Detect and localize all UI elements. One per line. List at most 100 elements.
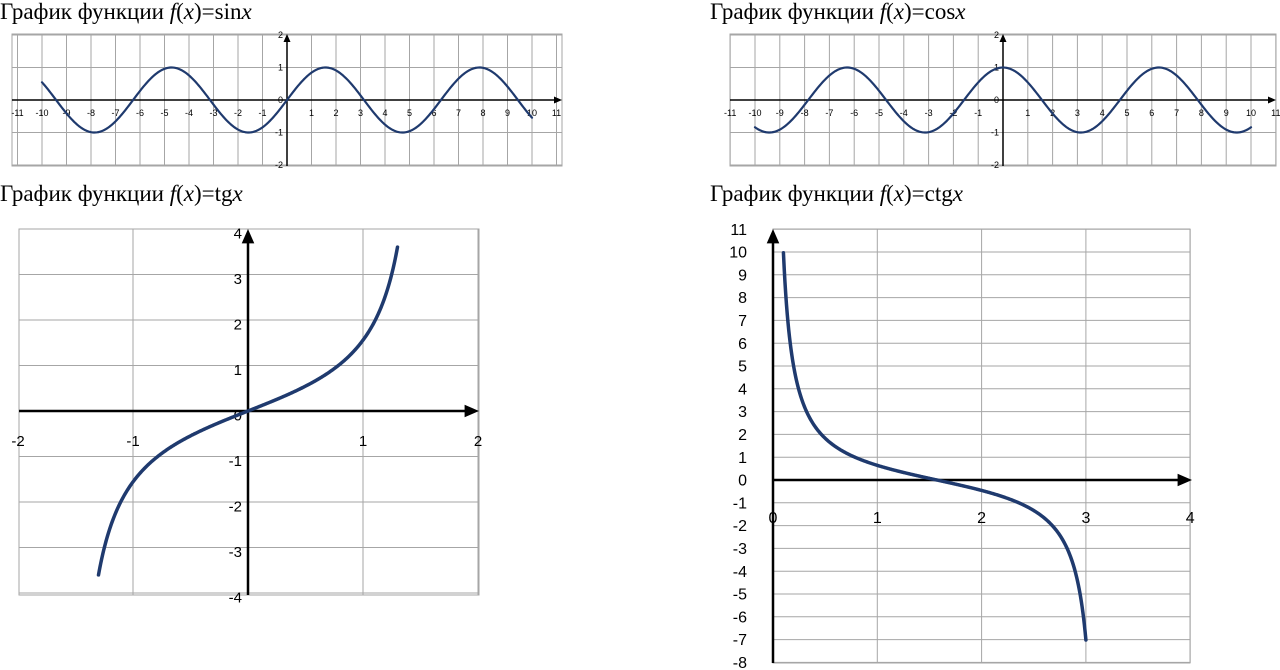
x-tick-label: -3 <box>209 108 217 118</box>
x-tick-label: -6 <box>136 108 144 118</box>
y-tick-label: -4 <box>733 564 747 581</box>
chart-title-tg: График функции f(x)=tgx <box>0 180 243 208</box>
y-tick-label: -1 <box>275 128 283 138</box>
x-tick-label: 10 <box>1246 108 1256 118</box>
x-tick-label: 3 <box>1081 510 1090 527</box>
title-close: ) <box>193 0 202 24</box>
title-f: f <box>169 0 177 24</box>
x-tick-label: -5 <box>875 108 883 118</box>
title-x: x <box>183 0 194 24</box>
title-arg: x <box>952 181 963 206</box>
series-line <box>753 66 1253 134</box>
y-tick-label: 4 <box>738 381 747 398</box>
y-tick-label: 1 <box>738 450 747 467</box>
x-tick-label: 2 <box>333 108 338 118</box>
x-tick-label: 4 <box>382 108 387 118</box>
y-tick-label: 11 <box>730 222 747 239</box>
title-eq: = <box>911 181 925 206</box>
y-tick-label: -6 <box>733 609 747 626</box>
x-tick-label: -4 <box>185 108 193 118</box>
y-tick-label: 9 <box>738 267 747 284</box>
y-tick-label: 2 <box>234 316 242 333</box>
x-tick-label: 9 <box>505 108 510 118</box>
x-axis-arrow <box>1177 473 1192 487</box>
y-tick-label: 10 <box>729 245 747 262</box>
x-tick-label: -3 <box>925 108 933 118</box>
x-tick-label: 1 <box>359 433 367 450</box>
y-tick-label: 4 <box>234 225 242 242</box>
y-tick-label: -7 <box>733 632 747 649</box>
x-tick-label: 11 <box>552 108 561 118</box>
y-tick-label: 3 <box>234 271 242 288</box>
y-tick-label: 8 <box>738 290 747 307</box>
y-tick-label: -1 <box>733 495 747 512</box>
x-tick-label: 2 <box>474 433 482 450</box>
y-tick-label: -2 <box>991 160 999 170</box>
x-tick-label: -2 <box>234 108 242 118</box>
y-tick-label: 1 <box>234 362 242 379</box>
x-tick-label: -8 <box>87 108 95 118</box>
y-tick-label: 6 <box>738 336 747 353</box>
y-tick-label: -1 <box>229 453 242 470</box>
x-axis-arrow <box>464 404 479 418</box>
title-eq: = <box>911 0 925 24</box>
title-x: x <box>183 181 194 206</box>
x-tick-label: 5 <box>407 108 412 118</box>
y-tick-label: 0 <box>738 473 747 490</box>
title-open: ( <box>176 181 184 206</box>
x-tick-label: -11 <box>724 108 736 118</box>
x-tick-label: -9 <box>776 108 784 118</box>
y-tick-label: -2 <box>733 518 747 535</box>
x-tick-label: -11 <box>11 108 23 118</box>
x-tick-label: 1 <box>873 510 882 527</box>
title-fn: tg <box>214 181 233 206</box>
title-close: ) <box>903 181 912 206</box>
title-arg: x <box>955 0 966 24</box>
y-tick-label: 3 <box>738 404 747 421</box>
y-tick-label: -1 <box>991 128 999 138</box>
x-tick-label: 10 <box>527 108 537 118</box>
y-tick-label: 2 <box>738 427 747 444</box>
title-arg: x <box>232 181 243 206</box>
x-tick-label: 7 <box>456 108 461 118</box>
y-tick-label: -5 <box>733 587 747 604</box>
y-axis-arrow <box>766 229 780 244</box>
title-fn: cos <box>924 0 956 24</box>
x-tick-label: 8 <box>1199 108 1204 118</box>
y-tick-label: 7 <box>738 313 747 330</box>
y-tick-label: 5 <box>738 359 747 376</box>
x-tick-label: 6 <box>1149 108 1154 118</box>
x-tick-label: 3 <box>358 108 363 118</box>
series-line <box>40 66 534 134</box>
x-tick-label: -5 <box>160 108 168 118</box>
x-tick-label: -2 <box>11 433 24 450</box>
title-fn: ctg <box>924 181 953 206</box>
x-tick-label: -4 <box>900 108 908 118</box>
title-f: f <box>879 0 887 24</box>
chart-title-cos: График функции f(x)=cosx <box>710 0 966 26</box>
x-tick-label: -6 <box>850 108 858 118</box>
x-tick-label: 1 <box>1025 108 1030 118</box>
x-tick-label: -1 <box>126 433 139 450</box>
y-tick-label: 1 <box>278 63 283 73</box>
title-close: ) <box>193 181 202 206</box>
y-tick-label: 0 <box>994 95 999 105</box>
title-prefix: График функции <box>710 181 880 206</box>
y-tick-label: -2 <box>229 498 242 515</box>
title-eq: = <box>201 181 215 206</box>
x-tick-label: 3 <box>1075 108 1080 118</box>
y-axis-arrow <box>999 34 1007 42</box>
series-line <box>96 245 400 577</box>
y-tick-label: 2 <box>994 30 999 40</box>
x-tick-label: -7 <box>111 108 119 118</box>
title-prefix: График функции <box>0 181 170 206</box>
x-tick-label: 0 <box>769 510 778 527</box>
x-tick-label: 11 <box>1271 108 1280 118</box>
y-tick-label: -3 <box>229 544 242 561</box>
x-tick-label: 6 <box>431 108 436 118</box>
chart-title-ctg: График функции f(x)=ctgx <box>710 180 963 208</box>
x-tick-label: 9 <box>1224 108 1229 118</box>
